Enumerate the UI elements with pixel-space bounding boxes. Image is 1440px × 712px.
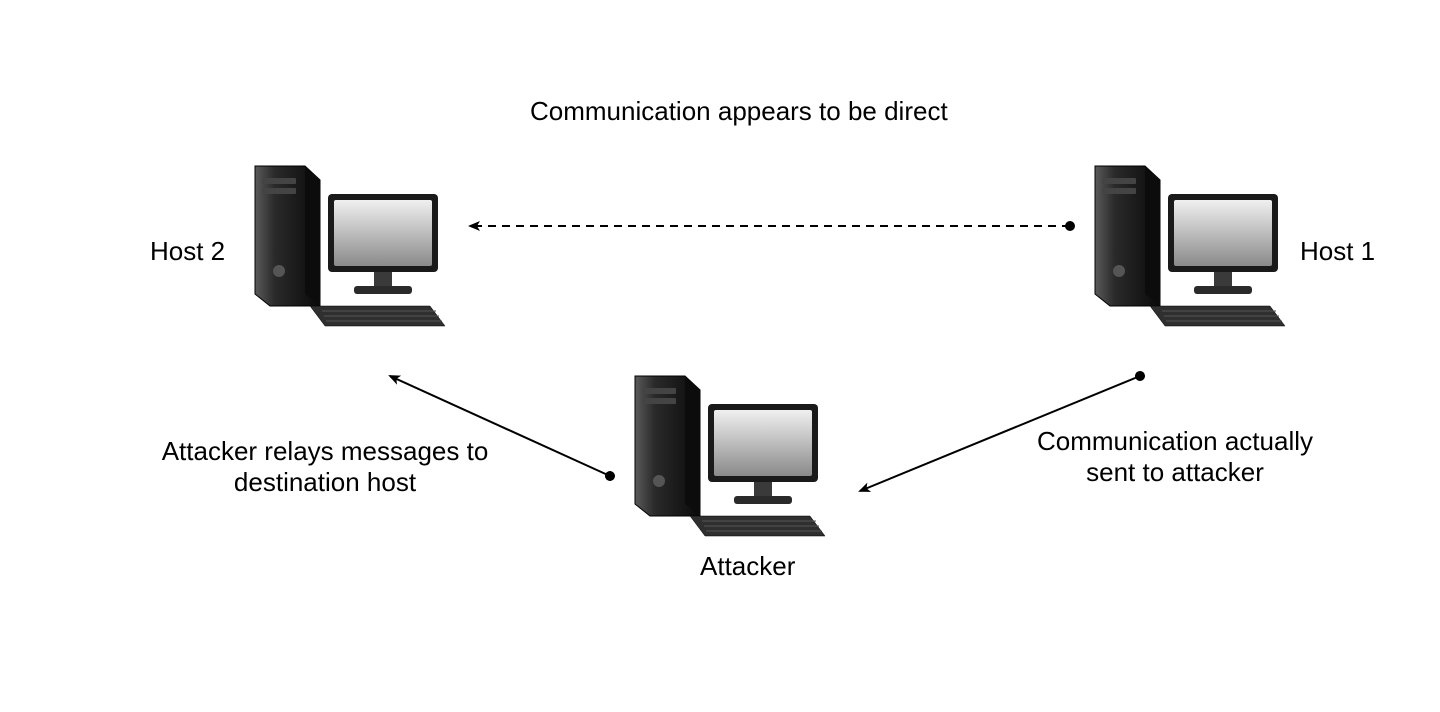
computer-icon (630, 366, 830, 546)
node-host1-label: Host 1 (1300, 236, 1375, 267)
node-host2-label: Host 2 (150, 236, 225, 267)
computer-icon (1090, 156, 1290, 336)
edge-direct-label: Communication appears to be direct (530, 96, 948, 127)
node-host1: Host 1 (1090, 156, 1290, 336)
computer-icon (250, 156, 450, 336)
edge-relay-label: Attacker relays messages to destination … (140, 436, 510, 498)
node-host2: Host 2 (250, 156, 450, 336)
node-attacker-label: Attacker (700, 551, 795, 582)
node-attacker: Attacker (630, 366, 830, 546)
edge-to-attacker-label: Communication actually sent to attacker (1015, 426, 1335, 488)
mitm-diagram: Communication appears to be direct Commu… (70, 56, 1370, 656)
